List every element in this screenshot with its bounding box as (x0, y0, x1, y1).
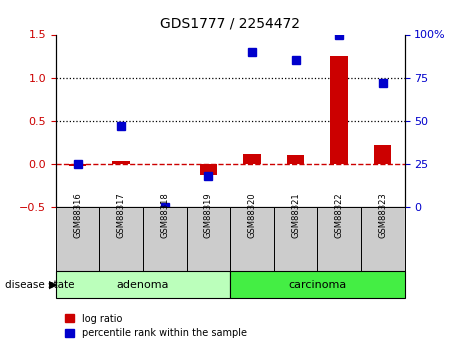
Bar (69, 164, 86, 166)
Title: GDS1777 / 2254472: GDS1777 / 2254472 (160, 17, 300, 31)
Bar (56, 207, 100, 271)
Text: GSM88319: GSM88319 (204, 192, 213, 238)
Bar (287, 155, 304, 164)
Bar (199, 164, 217, 175)
Bar (230, 207, 274, 271)
Text: GSM88318: GSM88318 (160, 192, 169, 238)
Text: GSM88323: GSM88323 (378, 192, 387, 238)
Text: adenoma: adenoma (117, 280, 169, 289)
Text: GSM88316: GSM88316 (73, 192, 82, 238)
Text: GSM88322: GSM88322 (335, 192, 344, 238)
Bar (100, 207, 143, 271)
Bar (331, 56, 348, 164)
Text: carcinoma: carcinoma (288, 280, 346, 289)
Bar (243, 154, 261, 164)
Text: disease state: disease state (5, 280, 74, 290)
Text: GSM88320: GSM88320 (247, 192, 257, 238)
Bar (230, 271, 405, 298)
Text: ▶: ▶ (49, 280, 57, 290)
Bar (374, 145, 392, 164)
Bar (186, 207, 230, 271)
Bar (317, 207, 361, 271)
Bar (113, 161, 130, 164)
Legend: log ratio, percentile rank within the sample: log ratio, percentile rank within the sa… (65, 314, 247, 338)
Bar (361, 207, 405, 271)
Bar (274, 207, 317, 271)
Bar (143, 207, 186, 271)
Text: GSM88321: GSM88321 (291, 192, 300, 238)
Text: GSM88317: GSM88317 (117, 192, 126, 238)
Bar (56, 271, 230, 298)
